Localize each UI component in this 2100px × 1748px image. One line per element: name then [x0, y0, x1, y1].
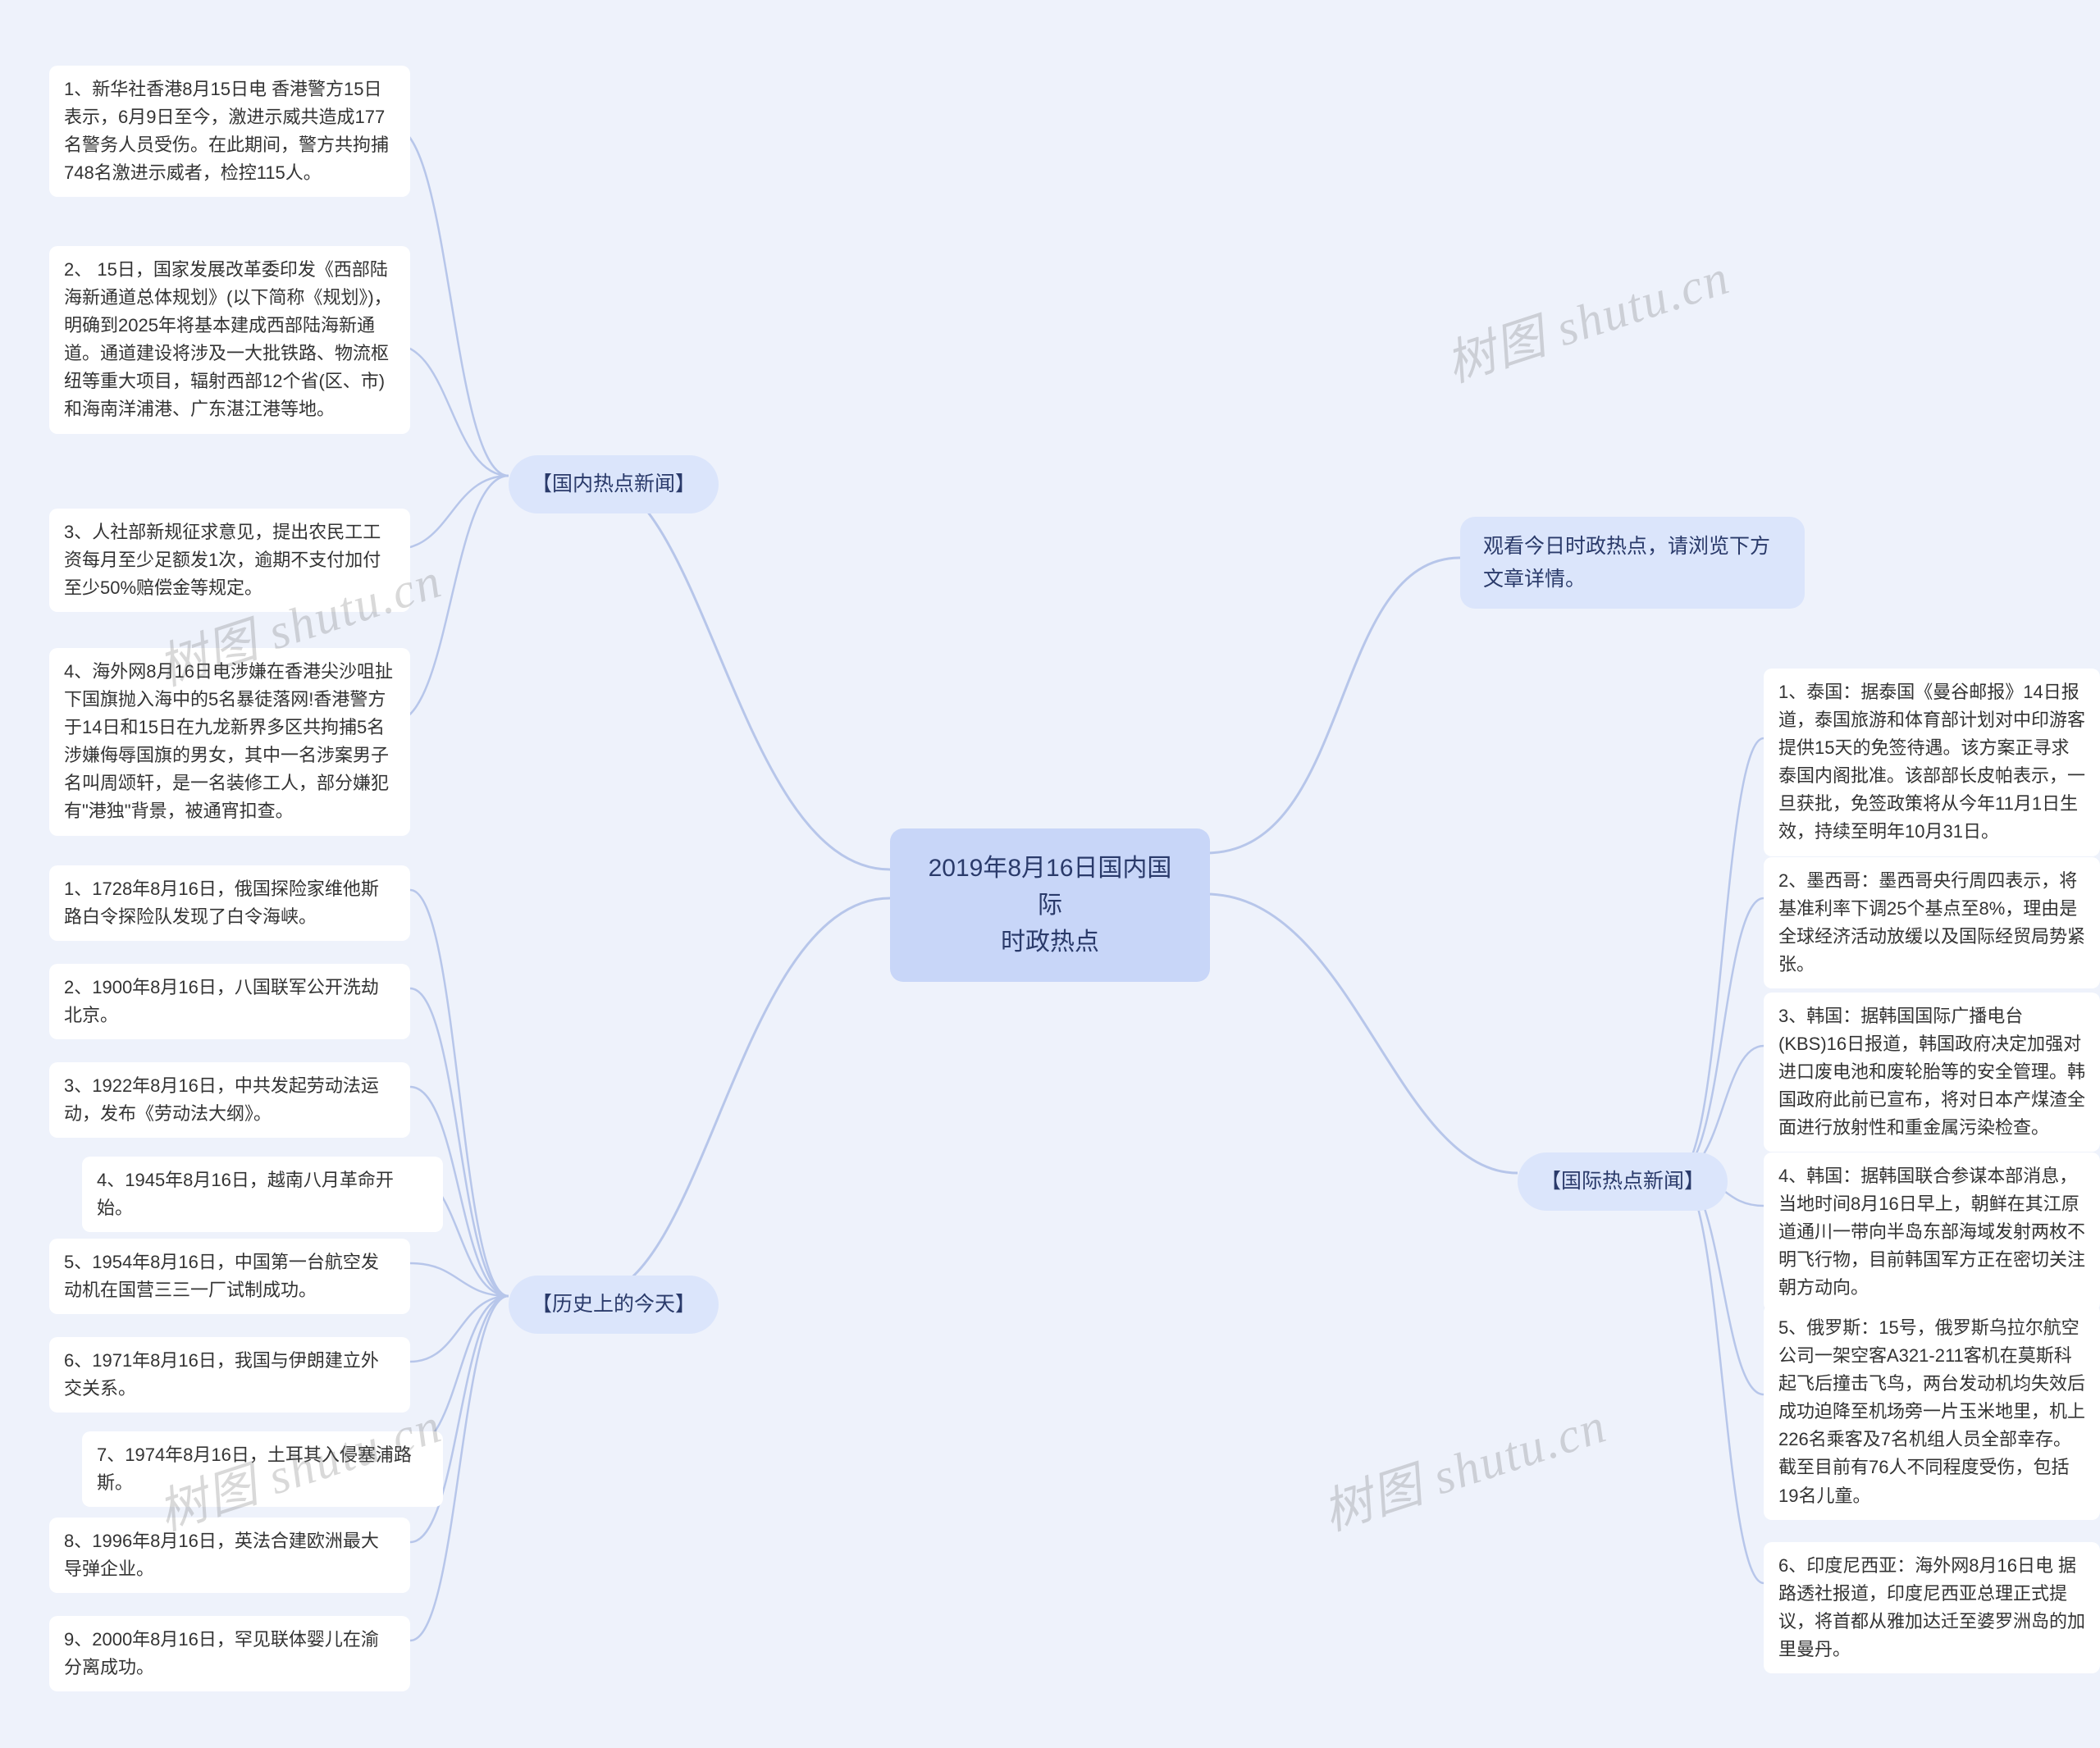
branch-domestic[interactable]: 【国内热点新闻】 — [509, 455, 719, 513]
leaf-intl-4[interactable]: 4、韩国：据韩国联合参谋本部消息，当地时间8月16日早上，朝鲜在其江原道通川一带… — [1764, 1152, 2100, 1312]
branch-international[interactable]: 【国际热点新闻】 — [1518, 1152, 1728, 1211]
leaf-history-2[interactable]: 2、1900年8月16日，八国联军公开洗劫北京。 — [49, 964, 410, 1039]
leaf-intl-2[interactable]: 2、墨西哥：墨西哥央行周四表示，将基准利率下调25个基点至8%，理由是全球经济活… — [1764, 857, 2100, 988]
root-title-line2: 时政热点 — [1001, 929, 1099, 956]
branch-domestic-label: 【国内热点新闻】 — [532, 472, 696, 495]
leaf-intl-3[interactable]: 3、韩国：据韩国国际广播电台(KBS)16日报道，韩国政府决定加强对进口废电池和… — [1764, 993, 2100, 1152]
leaf-history-5[interactable]: 5、1954年8月16日，中国第一台航空发动机在国营三三一厂试制成功。 — [49, 1239, 410, 1314]
leaf-domestic-1[interactable]: 1、新华社香港8月15日电 香港警方15日表示，6月9日至今，激进示威共造成17… — [49, 66, 410, 197]
leaf-domestic-2[interactable]: 2、 15日，国家发展改革委印发《西部陆海新通道总体规划》(以下简称《规划》)，… — [49, 246, 410, 434]
leaf-history-8[interactable]: 8、1996年8月16日，英法合建欧洲最大导弹企业。 — [49, 1518, 410, 1593]
leaf-history-9[interactable]: 9、2000年8月16日，罕见联体婴儿在渝分离成功。 — [49, 1616, 410, 1691]
leaf-intl-6[interactable]: 6、印度尼西亚：海外网8月16日电 据路透社报道，印度尼西亚总理正式提议，将首都… — [1764, 1542, 2100, 1673]
watermark: 树图 shutu.cn — [1436, 237, 1737, 396]
root-node[interactable]: 2019年8月16日国内国际 时政热点 — [890, 828, 1210, 982]
watermark: 树图 shutu.cn — [1312, 1385, 1614, 1545]
leaf-history-3[interactable]: 3、1922年8月16日，中共发起劳动法运动，发布《劳动法大纲》。 — [49, 1062, 410, 1138]
branch-history-label: 【历史上的今天】 — [532, 1293, 696, 1316]
leaf-history-4[interactable]: 4、1945年8月16日，越南八月革命开始。 — [82, 1157, 443, 1232]
leaf-history-7[interactable]: 7、1974年8月16日，土耳其入侵塞浦路斯。 — [82, 1431, 443, 1507]
branch-history[interactable]: 【历史上的今天】 — [509, 1276, 719, 1334]
leaf-domestic-3[interactable]: 3、人社部新规征求意见，提出农民工工资每月至少足额发1次，逾期不支付加付至少50… — [49, 509, 410, 612]
branch-international-label: 【国际热点新闻】 — [1541, 1170, 1705, 1193]
leaf-intl-1[interactable]: 1、泰国：据泰国《曼谷邮报》14日报道，泰国旅游和体育部计划对中印游客提供15天… — [1764, 669, 2100, 856]
root-title-line1: 2019年8月16日国内国际 — [929, 855, 1172, 919]
leaf-intl-5[interactable]: 5、俄罗斯：15号，俄罗斯乌拉尔航空公司一架空客A321-211客机在莫斯科起飞… — [1764, 1304, 2100, 1520]
leaf-history-6[interactable]: 6、1971年8月16日，我国与伊朗建立外交关系。 — [49, 1337, 410, 1413]
branch-intro[interactable]: 观看今日时政热点，请浏览下方文章详情。 — [1460, 517, 1805, 609]
branch-intro-label: 观看今日时政热点，请浏览下方文章详情。 — [1483, 535, 1770, 591]
leaf-history-1[interactable]: 1、1728年8月16日，俄国探险家维他斯路白令探险队发现了白令海峡。 — [49, 865, 410, 941]
leaf-domestic-4[interactable]: 4、海外网8月16日电涉嫌在香港尖沙咀扯下国旗抛入海中的5名暴徒落网!香港警方于… — [49, 648, 410, 836]
